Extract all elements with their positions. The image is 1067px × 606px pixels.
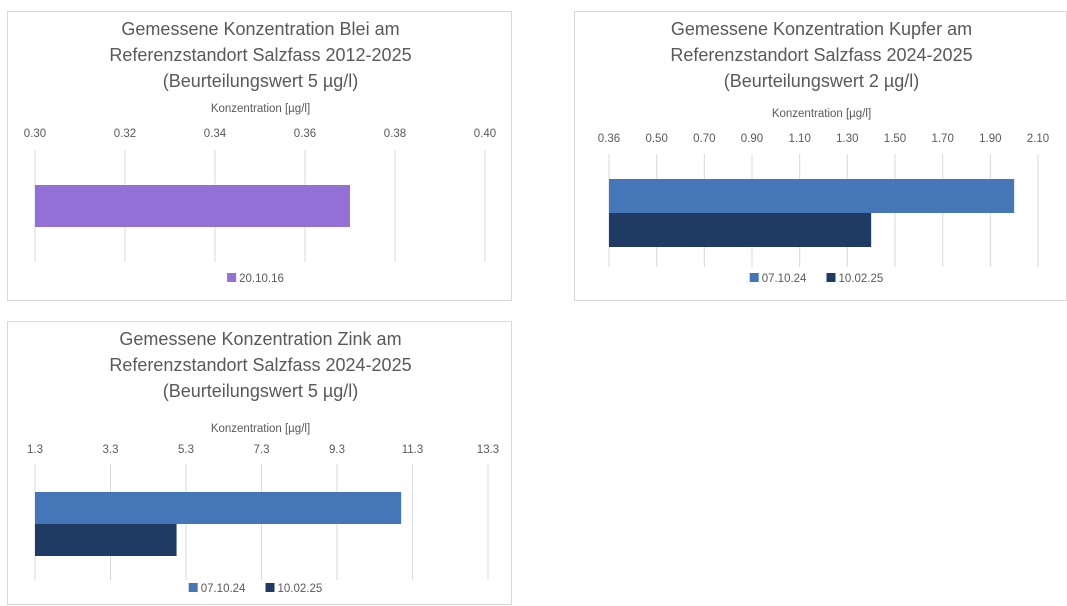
bar-20.10.16	[35, 185, 350, 227]
chart-blei: Gemessene Konzentration Blei am Referenzs…	[7, 11, 512, 301]
legend-swatch	[749, 273, 759, 282]
x-tick-label: 1.70	[931, 133, 953, 145]
x-tick-label: 0.36	[294, 128, 316, 140]
x-tick-label: 5.3	[178, 444, 194, 456]
x-tick-label: 0.34	[204, 128, 227, 140]
bar-07.10.24	[35, 492, 402, 524]
legend-label: 07.10.24	[201, 583, 246, 595]
x-tick-label: 0.38	[384, 128, 406, 140]
x-tick-label: 0.36	[598, 133, 620, 145]
chart-title-line: Gemessene Konzentration Blei am	[121, 19, 399, 39]
chart-title-line: Referenzstandort Salzfass 2024-2025	[670, 45, 972, 65]
chart-title-line: (Beurteilungswert 5 µg/l)	[163, 381, 358, 401]
legend-label: 10.02.25	[278, 583, 323, 595]
x-axis-title: Konzentration [µg/l]	[211, 423, 310, 435]
x-tick-label: 1.90	[979, 133, 1001, 145]
chart-kupfer: Gemessene Konzentration Kupfer am Referen…	[574, 11, 1067, 301]
bar-10.02.25	[609, 213, 872, 247]
legend-swatch	[826, 273, 836, 282]
x-tick-label: 1.10	[788, 133, 810, 145]
x-tick-label: 11.3	[402, 444, 424, 456]
x-tick-label: 1.50	[884, 133, 906, 145]
legend-label: 20.10.16	[239, 273, 284, 285]
bar-07.10.24	[609, 179, 1015, 213]
x-tick-label: 0.40	[474, 128, 496, 140]
chart-blei-svg: Gemessene Konzentration Blei am Referenzs…	[24, 19, 496, 285]
x-tick-label: 7.3	[254, 444, 270, 456]
x-axis-title: Konzentration [µg/l]	[211, 103, 310, 115]
x-tick-label: 13.3	[477, 444, 499, 456]
x-tick-label: 0.90	[741, 133, 763, 145]
x-tick-label: 3.3	[103, 444, 119, 456]
chart-title-line: Referenzstandort Salzfass 2012-2025	[109, 45, 411, 65]
legend-swatch	[227, 273, 237, 282]
x-tick-label: 1.3	[27, 444, 43, 456]
bar-10.02.25	[35, 524, 177, 556]
chart-kupfer-svg: Gemessene Konzentration Kupfer am Referen…	[598, 19, 1049, 285]
legend-label: 10.02.25	[839, 273, 884, 285]
legend-label: 07.10.24	[762, 273, 807, 285]
x-tick-label: 0.32	[114, 128, 136, 140]
chart-title-line: Referenzstandort Salzfass 2024-2025	[109, 355, 411, 375]
x-tick-label: 2.10	[1027, 133, 1049, 145]
chart-title-line: (Beurteilungswert 2 µg/l)	[724, 71, 919, 91]
chart-title-line: (Beurteilungswert 5 µg/l)	[163, 71, 358, 91]
x-tick-label: 0.50	[645, 133, 667, 145]
chart-zink-svg: Gemessene Konzentration Zink am Referenzs…	[27, 329, 499, 595]
x-tick-label: 1.30	[836, 133, 858, 145]
legend-swatch	[188, 583, 198, 592]
legend-swatch	[265, 583, 275, 592]
x-axis-title: Konzentration [µg/l]	[772, 108, 871, 120]
chart-title-line: Gemessene Konzentration Kupfer am	[671, 19, 972, 39]
x-tick-label: 0.70	[693, 133, 715, 145]
x-tick-label: 9.3	[329, 444, 345, 456]
x-tick-label: 0.30	[24, 128, 46, 140]
chart-title-line: Gemessene Konzentration Zink am	[119, 329, 401, 349]
chart-zink: Gemessene Konzentration Zink am Referenzs…	[7, 321, 512, 605]
